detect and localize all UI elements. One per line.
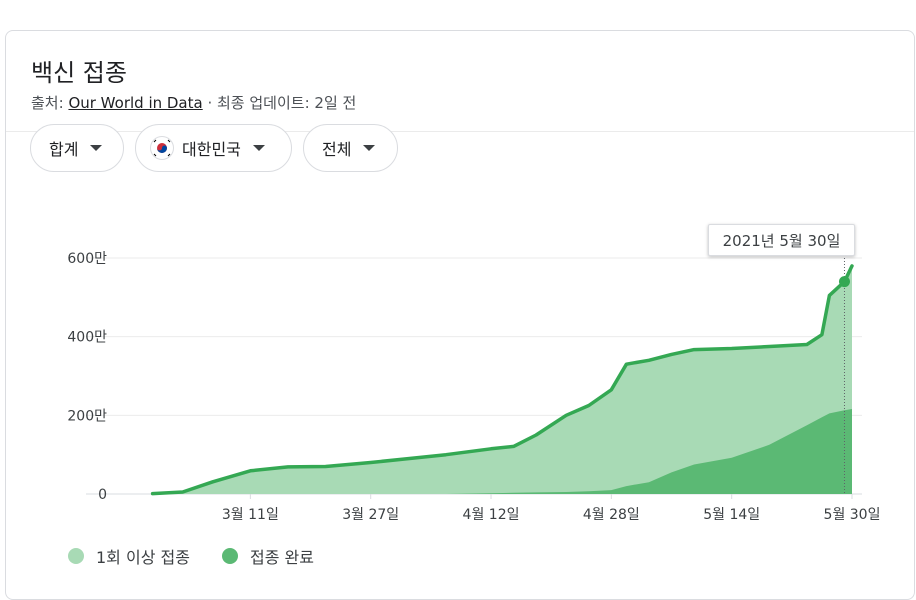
chart-areas <box>150 264 854 496</box>
x-tick-label: 4월 28일 <box>583 507 640 523</box>
period-dropdown[interactable]: 전체 <box>303 124 398 172</box>
card-subtitle: 출처: Our World in Data · 최종 업데이트: 2일 전 <box>31 92 356 113</box>
x-tick-label: 5월 30일 <box>824 507 881 523</box>
y-tick-label: 600만 <box>67 251 107 267</box>
complete-area <box>152 409 853 494</box>
y-tick-label: 200만 <box>67 408 107 424</box>
chevron-down-icon <box>90 145 103 151</box>
south-korea-flag-icon <box>150 136 174 160</box>
chart-tooltip: 2021년 5월 30일 <box>708 224 855 256</box>
legend-first-dose-swatch <box>68 548 84 564</box>
legend-complete-label: 접종 완료 <box>250 548 314 567</box>
x-tick-label: 3월 11일 <box>222 507 279 523</box>
legend-complete-swatch <box>222 548 238 564</box>
metric-dropdown[interactable]: 합계 <box>30 124 124 172</box>
card-title: 백신 접종 <box>31 59 127 87</box>
chart-marker <box>838 258 850 494</box>
x-tick-label: 5월 14일 <box>703 507 760 523</box>
chart-axes: 0 200만 400만 600만 3월 11일 3월 27일 4월 12일 4월 28일 5월 … <box>67 251 880 523</box>
legend-first-dose-label: 1회 이상 접종 <box>96 548 190 567</box>
source-prefix: 출처: <box>31 94 69 112</box>
first-dose-area <box>152 265 853 494</box>
legend-complete[interactable]: 접종 완료 <box>222 544 314 568</box>
last-updated: · 최종 업데이트: 2일 전 <box>202 94 357 112</box>
hover-point-marker <box>838 276 850 288</box>
country-dropdown[interactable]: 대한민국 <box>135 124 292 172</box>
source-link[interactable]: Our World in Data <box>68 94 203 112</box>
x-tick-label: 3월 27일 <box>342 507 399 523</box>
x-tick-label: 4월 12일 <box>463 507 520 523</box>
first-dose-line <box>150 264 854 496</box>
country-dropdown-label: 대한민국 <box>182 140 241 159</box>
metric-dropdown-label: 합계 <box>49 140 79 159</box>
period-dropdown-label: 전체 <box>322 140 352 159</box>
chevron-down-icon <box>363 145 376 151</box>
legend-first-dose[interactable]: 1회 이상 접종 <box>68 544 190 568</box>
y-tick-label: 400만 <box>67 330 107 346</box>
header-divider <box>6 131 914 132</box>
chevron-down-icon <box>252 145 265 151</box>
y-tick-label: 0 <box>98 487 107 503</box>
